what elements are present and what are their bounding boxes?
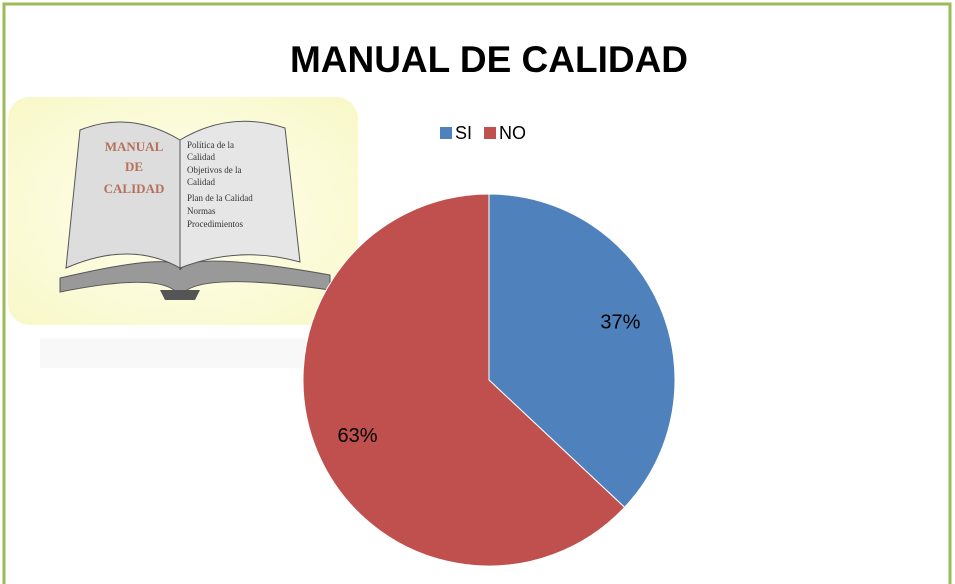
- image-label: Calidad: [187, 152, 215, 162]
- data-label: 37%: [600, 311, 640, 333]
- data-label: 63%: [338, 425, 378, 447]
- legend-swatch: [484, 127, 496, 139]
- chart: MANUAL DE CALIDAD MANUAL DE CALIDAD Polític…: [0, 0, 955, 584]
- image-label: Normas: [187, 206, 216, 216]
- legend-label: NO: [499, 123, 526, 143]
- image-label: DE: [125, 159, 143, 174]
- image-label: CALIDAD: [104, 181, 165, 196]
- legend-swatch: [440, 127, 452, 139]
- image-label: MANUAL: [105, 139, 164, 154]
- image-label: Objetivos de la: [187, 165, 242, 175]
- image-label: Política de la: [187, 140, 234, 150]
- pie: 37% 63%: [303, 194, 675, 566]
- image-reflection: [40, 338, 320, 368]
- image-label: Procedimientos: [187, 219, 243, 229]
- book-stand: [160, 290, 200, 300]
- chart-title: MANUAL DE CALIDAD: [290, 39, 688, 80]
- page: MANUAL DE CALIDAD MANUAL DE CALIDAD Polític…: [0, 0, 955, 584]
- image-label: Calidad: [187, 177, 215, 187]
- image-label: Plan de la Calidad: [187, 193, 253, 203]
- legend-label: SI: [455, 123, 472, 143]
